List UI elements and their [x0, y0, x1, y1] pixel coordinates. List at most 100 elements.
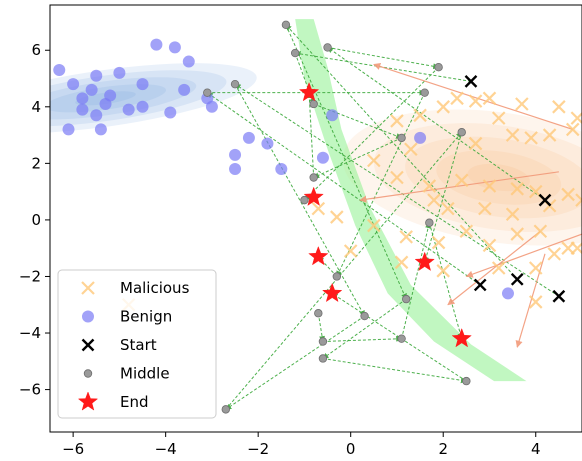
- malicious-point-stroke: [547, 247, 562, 261]
- x-tick-label: −2: [247, 440, 269, 458]
- start-point: [464, 75, 478, 88]
- benign-point: [99, 97, 112, 110]
- malicious-point-stroke: [413, 108, 427, 123]
- malicious-point-stroke: [478, 201, 492, 216]
- malicious-point: [505, 207, 520, 222]
- benign-point: [316, 151, 329, 164]
- malicious-point-stroke: [575, 193, 582, 202]
- malicious-point-stroke: [510, 227, 525, 241]
- start-point: [552, 289, 566, 303]
- malicious-point-stroke: [561, 187, 575, 202]
- gradient-arrows: [359, 62, 582, 348]
- malicious-point: [478, 201, 492, 216]
- benign-point: [76, 103, 89, 116]
- benign-point: [94, 123, 107, 136]
- start-point: [538, 193, 552, 207]
- path-4-segment: [234, 83, 560, 297]
- malicious-point: [533, 224, 548, 239]
- malicious-point: [367, 153, 381, 168]
- decision-band-shape: [295, 19, 527, 382]
- end-point: [414, 251, 435, 271]
- y-tick-label: −4: [19, 324, 41, 342]
- middle-point: [230, 79, 240, 89]
- malicious-point: [570, 111, 582, 125]
- malicious-point-stroke: [343, 244, 358, 258]
- middle-point: [314, 309, 323, 318]
- malicious-point: [436, 100, 450, 114]
- malicious-point: [482, 91, 497, 106]
- malicious-point-stroke: [367, 218, 381, 233]
- malicious-point: [510, 182, 525, 196]
- scatter-points: [53, 20, 582, 414]
- legend-start-marker-stroke: [81, 338, 95, 352]
- benign-point: [113, 66, 126, 79]
- malicious-point-stroke: [394, 255, 409, 270]
- start-point-stroke: [552, 289, 566, 303]
- malicious-point-stroke: [528, 184, 543, 199]
- malicious-point: [441, 201, 455, 216]
- middle-point: [318, 354, 328, 363]
- legend-benign-marker: [82, 310, 94, 323]
- benign-point: [501, 287, 514, 300]
- start-point-stroke: [464, 75, 478, 88]
- path-0-segment: [313, 137, 402, 179]
- malicious-point-stroke: [427, 193, 441, 207]
- x-tick-label: −6: [62, 440, 84, 458]
- legend-malicious-marker: [81, 281, 95, 295]
- malicious-point: [413, 108, 427, 123]
- malicious-point-stroke: [505, 128, 520, 142]
- malicious-point: [454, 173, 469, 188]
- malicious-point-stroke: [505, 207, 520, 222]
- benign-point: [53, 64, 66, 77]
- middle-point: [323, 43, 332, 52]
- benign-point: [414, 131, 427, 144]
- malicious-point: [542, 128, 557, 142]
- plot-area: [50, 19, 582, 414]
- malicious-point-stroke: [491, 261, 506, 275]
- benign-point: [76, 92, 89, 105]
- path-0-segment: [306, 92, 315, 178]
- middle-point: [203, 88, 212, 97]
- benign-point: [164, 106, 177, 119]
- malicious-point: [482, 238, 497, 253]
- middle-point: [309, 99, 318, 109]
- malicious-point: [468, 94, 483, 108]
- middle-point: [434, 63, 443, 72]
- start-point-stroke: [510, 272, 524, 286]
- malicious-point: [468, 136, 483, 151]
- middle-point: [309, 173, 318, 182]
- malicious-point-stroke: [330, 210, 344, 224]
- malicious-point: [427, 193, 441, 207]
- benign-point: [85, 83, 98, 96]
- benign-point: [168, 41, 181, 54]
- malicious-point-stroke: [570, 242, 582, 255]
- benign-point: [326, 109, 339, 122]
- malicious-point-stroke: [515, 97, 529, 111]
- malicious-point: [343, 244, 358, 258]
- malicious-point-stroke: [436, 264, 450, 278]
- middle-point: [221, 405, 230, 414]
- malicious-point-stroke: [552, 100, 566, 114]
- path-4-segment: [225, 315, 365, 410]
- legend-label: End: [120, 393, 149, 411]
- axes: −6 −4 −2 0 2 4 −6 −4 −2 0 2 4 6: [19, 41, 541, 458]
- benign-point: [136, 78, 149, 91]
- malicious-point-stroke: [491, 111, 506, 125]
- path-1-segment: [327, 47, 546, 201]
- density-regions: [50, 63, 582, 246]
- legend-end-marker: [77, 391, 99, 411]
- middle-point: [420, 88, 429, 97]
- malicious-density-level: [467, 163, 530, 192]
- gradient-arrow: [515, 253, 546, 348]
- legend-label: Start: [120, 336, 157, 354]
- malicious-point: [561, 187, 575, 202]
- path-3-segment: [322, 357, 467, 384]
- legend-label: Malicious: [120, 279, 190, 297]
- middle-point: [425, 218, 434, 227]
- path-4-segment: [423, 132, 463, 263]
- middle-point: [402, 294, 411, 304]
- middle-point: [462, 376, 471, 386]
- malicious-point: [524, 131, 538, 145]
- malicious-point-stroke: [399, 230, 413, 244]
